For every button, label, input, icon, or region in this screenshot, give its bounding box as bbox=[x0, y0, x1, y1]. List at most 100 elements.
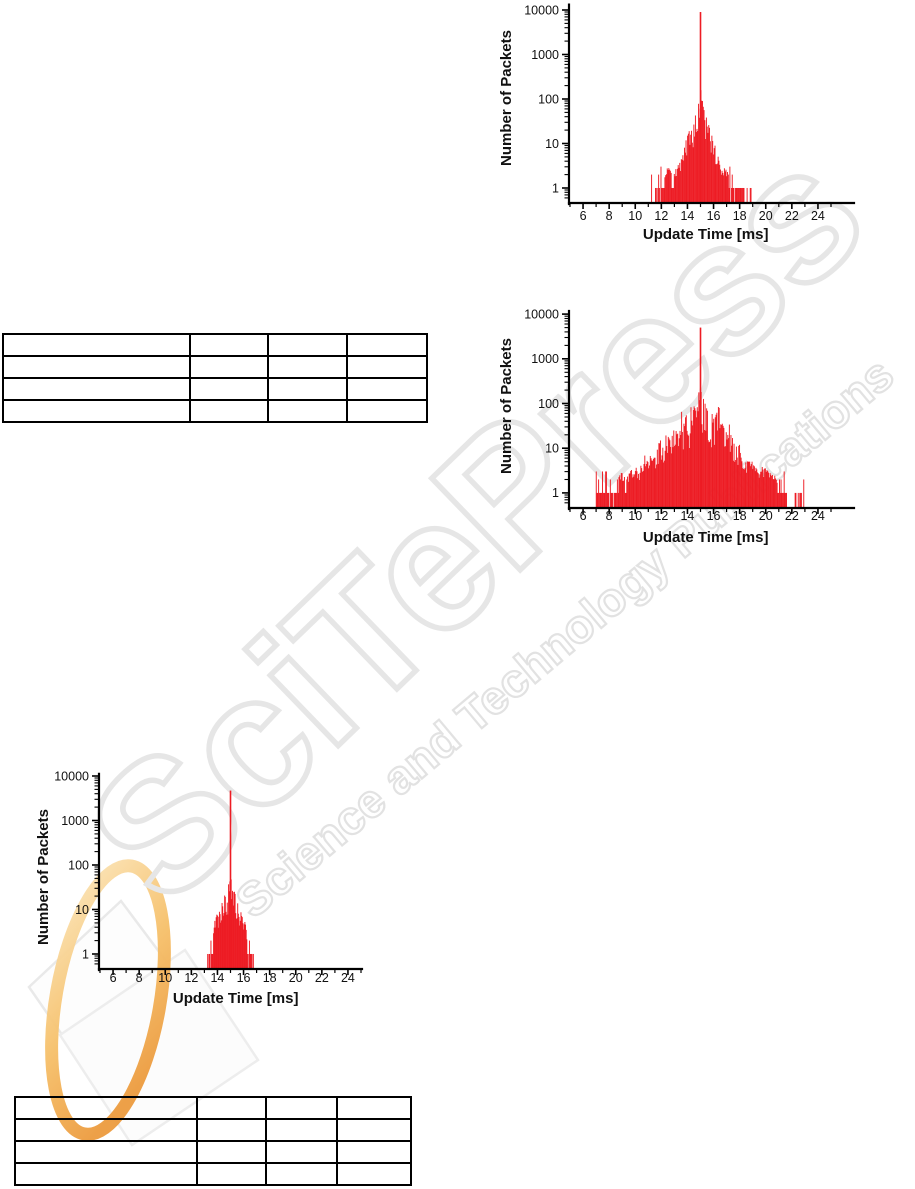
histogram-bars bbox=[207, 790, 254, 968]
x-tick-label: 10 bbox=[628, 209, 642, 223]
y-tick-label: 10000 bbox=[54, 769, 89, 783]
y-tick-label: 1 bbox=[552, 486, 559, 500]
table-cell bbox=[266, 377, 349, 401]
x-tick-label: 24 bbox=[341, 971, 355, 985]
table-cell bbox=[336, 1096, 412, 1120]
table-cell bbox=[264, 1162, 339, 1186]
histogram-bars bbox=[595, 327, 805, 507]
table-cell bbox=[266, 355, 349, 379]
table-cell bbox=[189, 377, 269, 401]
y-tick-label: 10 bbox=[75, 903, 89, 917]
y-tick-label: 100 bbox=[538, 397, 559, 411]
x-tick-label: 20 bbox=[759, 209, 773, 223]
y-tick-label: 10 bbox=[545, 137, 559, 151]
table-cell bbox=[13, 1118, 199, 1142]
x-axis-title: Update Time [ms] bbox=[643, 226, 769, 243]
x-tick-label: 20 bbox=[289, 971, 303, 985]
table-cell bbox=[189, 333, 269, 357]
table-row bbox=[13, 1162, 412, 1186]
x-tick-label: 14 bbox=[210, 971, 224, 985]
x-tick-label: 22 bbox=[785, 509, 799, 523]
y-axis-title: Number of Packets bbox=[498, 338, 515, 474]
table-cell bbox=[336, 1140, 412, 1164]
peak-spike bbox=[699, 12, 702, 202]
table-cell bbox=[13, 1096, 199, 1120]
x-tick-label: 22 bbox=[315, 971, 329, 985]
empty-table-top bbox=[1, 333, 428, 423]
table-cell bbox=[189, 355, 269, 379]
table-cell bbox=[346, 399, 428, 423]
x-tick-label: 8 bbox=[606, 209, 613, 223]
table-row bbox=[1, 355, 428, 379]
axis-ticks bbox=[562, 313, 832, 514]
x-tick-label: 14 bbox=[680, 209, 694, 223]
table-cell bbox=[346, 377, 428, 401]
x-tick-label: 16 bbox=[707, 509, 721, 523]
axis-ticks bbox=[562, 9, 832, 209]
table-row bbox=[13, 1118, 412, 1142]
x-tick-label: 8 bbox=[606, 509, 613, 523]
histogram-bars bbox=[651, 12, 752, 202]
histogram-svg: 6 8 10 12 14 16 18 20 22 24 1 10 100 1000 10000 Update … bbox=[35, 769, 364, 1007]
table-cell bbox=[266, 333, 349, 357]
y-tick-label: 100 bbox=[538, 92, 559, 106]
table-cell bbox=[196, 1162, 267, 1186]
x-tick-label: 12 bbox=[654, 209, 668, 223]
y-tick-label: 10000 bbox=[524, 307, 559, 321]
x-axis-title: Update Time [ms] bbox=[173, 990, 299, 1007]
x-tick-label: 18 bbox=[733, 509, 747, 523]
x-tick-label: 16 bbox=[237, 971, 251, 985]
table-cell bbox=[196, 1118, 267, 1142]
x-tick-label: 16 bbox=[707, 209, 721, 223]
x-tick-label: 14 bbox=[680, 509, 694, 523]
histogram-figure-top-right: 6 8 10 12 14 16 18 20 22 24 1 10 100 1000 10000 Update … bbox=[470, 0, 915, 257]
x-tick-label: 18 bbox=[733, 209, 747, 223]
table-cell bbox=[1, 399, 192, 423]
y-axis-title: Number of Packets bbox=[498, 30, 515, 166]
y-axis-title: Number of Packets bbox=[35, 809, 52, 945]
table-cell bbox=[266, 399, 349, 423]
empty-table-bottom bbox=[13, 1096, 412, 1186]
histogram-figure-bottom-left: 6 8 10 12 14 16 18 20 22 24 1 10 100 1000 10000 Update … bbox=[0, 756, 436, 1021]
histogram-figure-middle-right: 6 8 10 12 14 16 18 20 22 24 1 10 100 1000 10000 Update … bbox=[470, 296, 915, 561]
x-tick-label: 12 bbox=[184, 971, 198, 985]
y-tick-label: 100 bbox=[68, 858, 89, 872]
y-tick-label: 1000 bbox=[531, 352, 559, 366]
empty-table-top-container bbox=[1, 333, 428, 423]
x-tick-label: 10 bbox=[158, 971, 172, 985]
x-tick-label: 10 bbox=[628, 509, 642, 523]
x-tick-label: 20 bbox=[759, 509, 773, 523]
x-tick-label: 6 bbox=[110, 971, 117, 985]
peak-spike bbox=[229, 790, 232, 968]
table-row bbox=[1, 399, 428, 423]
y-tick-label: 1000 bbox=[61, 814, 89, 828]
x-tick-label: 22 bbox=[785, 209, 799, 223]
histogram-svg: 6 8 10 12 14 16 18 20 22 24 1 10 100 1000 10000 Update … bbox=[498, 307, 856, 546]
x-tick-label: 12 bbox=[654, 509, 668, 523]
x-tick-label: 6 bbox=[580, 209, 587, 223]
table-cell bbox=[346, 355, 428, 379]
table-cell bbox=[264, 1140, 339, 1164]
histogram-svg: 6 8 10 12 14 16 18 20 22 24 1 10 100 1000 10000 Update … bbox=[498, 3, 856, 243]
x-tick-label: 8 bbox=[136, 971, 143, 985]
y-tick-label: 1000 bbox=[531, 48, 559, 62]
x-tick-label: 6 bbox=[580, 509, 587, 523]
table-row bbox=[13, 1096, 412, 1120]
x-axis-title: Update Time [ms] bbox=[643, 529, 769, 546]
y-tick-label: 10000 bbox=[524, 3, 559, 17]
table-cell bbox=[1, 355, 192, 379]
table-cell bbox=[196, 1096, 267, 1120]
table-row bbox=[1, 377, 428, 401]
x-tick-label: 18 bbox=[263, 971, 277, 985]
empty-table-bottom-container bbox=[13, 1096, 412, 1186]
y-tick-label: 1 bbox=[82, 947, 89, 961]
table-row bbox=[1, 333, 428, 357]
table-cell bbox=[264, 1096, 339, 1120]
table-cell bbox=[13, 1162, 199, 1186]
x-tick-label: 24 bbox=[811, 209, 825, 223]
y-tick-label: 1 bbox=[552, 181, 559, 195]
table-cell bbox=[1, 377, 192, 401]
table-cell bbox=[336, 1162, 412, 1186]
